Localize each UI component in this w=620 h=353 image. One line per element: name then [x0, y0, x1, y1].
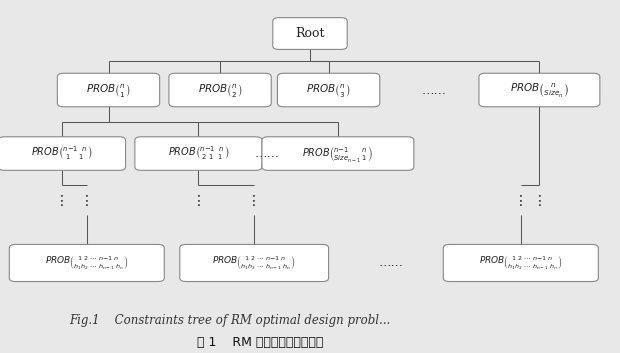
- Text: $\mathit{PROB}\binom{1\ 2\ \cdots\ n{-}1\ n}{h_1 h_2\ \cdots\ h_{n-1}\ h_n}$: $\mathit{PROB}\binom{1\ 2\ \cdots\ n{-}1…: [45, 255, 128, 271]
- Text: $\mathit{PROB}\binom{n}{2}$: $\mathit{PROB}\binom{n}{2}$: [198, 82, 242, 98]
- Text: $\mathit{PROB}\binom{n}{1}$: $\mathit{PROB}\binom{n}{1}$: [86, 82, 131, 98]
- Text: ⋮: ⋮: [80, 194, 94, 208]
- Text: ……: ……: [254, 147, 279, 160]
- Text: ……: ……: [422, 84, 446, 96]
- Text: Root: Root: [295, 27, 325, 40]
- FancyBboxPatch shape: [169, 73, 271, 107]
- Text: $\mathit{PROB}\binom{n{-}1\ \ n}{2\ 1\ \ 1}$: $\mathit{PROB}\binom{n{-}1\ \ n}{2\ 1\ \…: [167, 145, 229, 162]
- Text: $\mathit{PROB}\binom{1\ 2\ \cdots\ n{-}1\ n}{h_1 h_2\ \cdots\ h_{n-1}\ h_n}$: $\mathit{PROB}\binom{1\ 2\ \cdots\ n{-}1…: [213, 255, 296, 271]
- Text: ⋮: ⋮: [55, 194, 69, 208]
- Text: ⋮: ⋮: [247, 194, 261, 208]
- FancyBboxPatch shape: [0, 137, 125, 170]
- Text: $\mathit{PROB}\binom{1\ 2\ \cdots\ n{-}1\ n}{h_1 h_2\ \cdots\ h_{n-1}\ h_n}$: $\mathit{PROB}\binom{1\ 2\ \cdots\ n{-}1…: [479, 255, 562, 271]
- FancyBboxPatch shape: [180, 244, 329, 282]
- Text: ……: ……: [378, 257, 403, 269]
- FancyBboxPatch shape: [273, 18, 347, 49]
- Text: ⋮: ⋮: [192, 194, 205, 208]
- Text: 图 1    RM 优化问题约束条件树: 图 1 RM 优化问题约束条件树: [197, 336, 324, 349]
- FancyBboxPatch shape: [262, 137, 414, 170]
- Text: $\mathit{PROB}\binom{n}{\mathit{Size}_n}$: $\mathit{PROB}\binom{n}{\mathit{Size}_n}…: [510, 81, 569, 99]
- FancyBboxPatch shape: [9, 244, 164, 282]
- FancyBboxPatch shape: [135, 137, 262, 170]
- FancyBboxPatch shape: [443, 244, 598, 282]
- Text: Fig.1    Constraints tree of RM optimal design probl...: Fig.1 Constraints tree of RM optimal des…: [69, 314, 390, 327]
- Text: $\mathit{PROB}\binom{n}{3}$: $\mathit{PROB}\binom{n}{3}$: [306, 82, 351, 98]
- Text: ⋮: ⋮: [533, 194, 546, 208]
- FancyBboxPatch shape: [278, 73, 379, 107]
- FancyBboxPatch shape: [479, 73, 600, 107]
- Text: ⋮: ⋮: [514, 194, 528, 208]
- Text: $\mathit{PROB}\binom{n{-}1\ \ n}{1\ \ \ \ 1}$: $\mathit{PROB}\binom{n{-}1\ \ n}{1\ \ \ …: [31, 145, 93, 162]
- Text: $\mathit{PROB}\binom{n{-}1\ \ \ \ \ \ n}{\mathit{Size}_{n-1}\ 1}$: $\mathit{PROB}\binom{n{-}1\ \ \ \ \ \ n}…: [303, 144, 373, 163]
- FancyBboxPatch shape: [57, 73, 159, 107]
